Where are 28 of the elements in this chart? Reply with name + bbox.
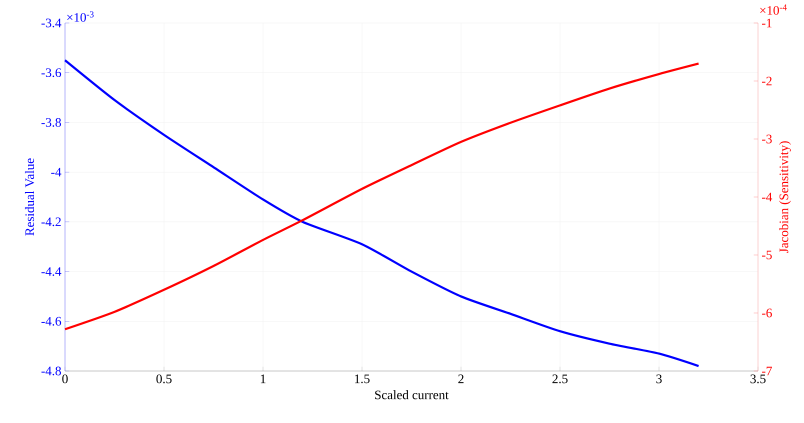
x-tick-label: 0 (62, 374, 68, 384)
y2-tick-label: -3 (762, 134, 772, 144)
x-tick-label: 2.5 (552, 374, 568, 384)
x-tick-label: 1.5 (355, 374, 370, 384)
y-axis-title: Residual Value (24, 158, 34, 236)
y2-tick-label: -4 (762, 192, 772, 202)
y2-tick-label: -2 (762, 76, 772, 86)
x-tick-label: 2 (458, 374, 464, 384)
y-tick-label: -4 (51, 168, 62, 176)
x-axis-title: Scaled current (375, 390, 449, 400)
y-tick-label: -4.4 (41, 267, 62, 276)
y-tick-label: -3.4 (41, 18, 62, 28)
y-tick-label: -4.8 (41, 366, 61, 376)
y2-tick-label: -1 (762, 18, 772, 28)
x-tick-label: 1 (260, 374, 266, 384)
text: ×10$^{-4}$ (760, 4, 787, 15)
y-tick-label: -4.2 (41, 217, 61, 226)
y2-tick-label: -5 (762, 250, 772, 260)
y-tick-label: -4.6 (41, 316, 62, 326)
x-tick-label: 3 (656, 374, 662, 384)
text: ×10$^{-3}$ (67, 11, 94, 22)
x-tick-label: 0.5 (156, 374, 172, 384)
x-tick-label: 3.5 (750, 374, 766, 384)
y2-tick-label: -6 (762, 308, 772, 318)
y-tick-label: -3.6 (41, 68, 62, 78)
y-tick-label: -3.8 (41, 118, 61, 127)
y2-axis-title: Jacobian (Sensitivity) (779, 141, 791, 254)
y2-tick-label: -7 (762, 366, 772, 376)
